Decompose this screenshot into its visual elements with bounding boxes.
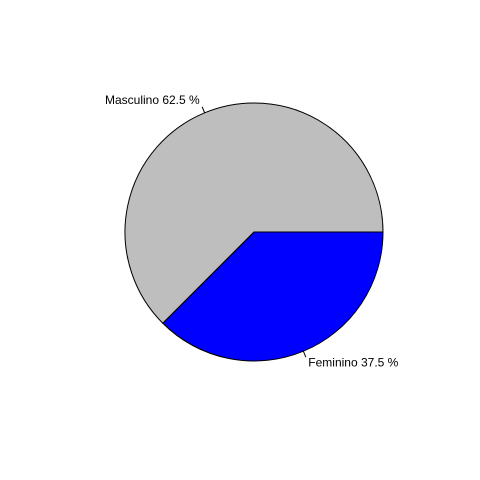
leader-line-masculino	[201, 106, 206, 114]
leader-lines	[201, 106, 307, 358]
slice-label-feminino: Feminino 37.5 %	[308, 355, 398, 369]
slice-labels: Masculino 62.5 % Feminino 37.5 %	[105, 93, 399, 369]
pie-slice-feminino	[162, 231, 384, 362]
pie-slices	[124, 102, 384, 362]
pie-slice-masculino	[124, 102, 384, 324]
slice-label-masculino: Masculino 62.5 %	[105, 93, 200, 107]
leader-line-feminino	[302, 350, 307, 358]
